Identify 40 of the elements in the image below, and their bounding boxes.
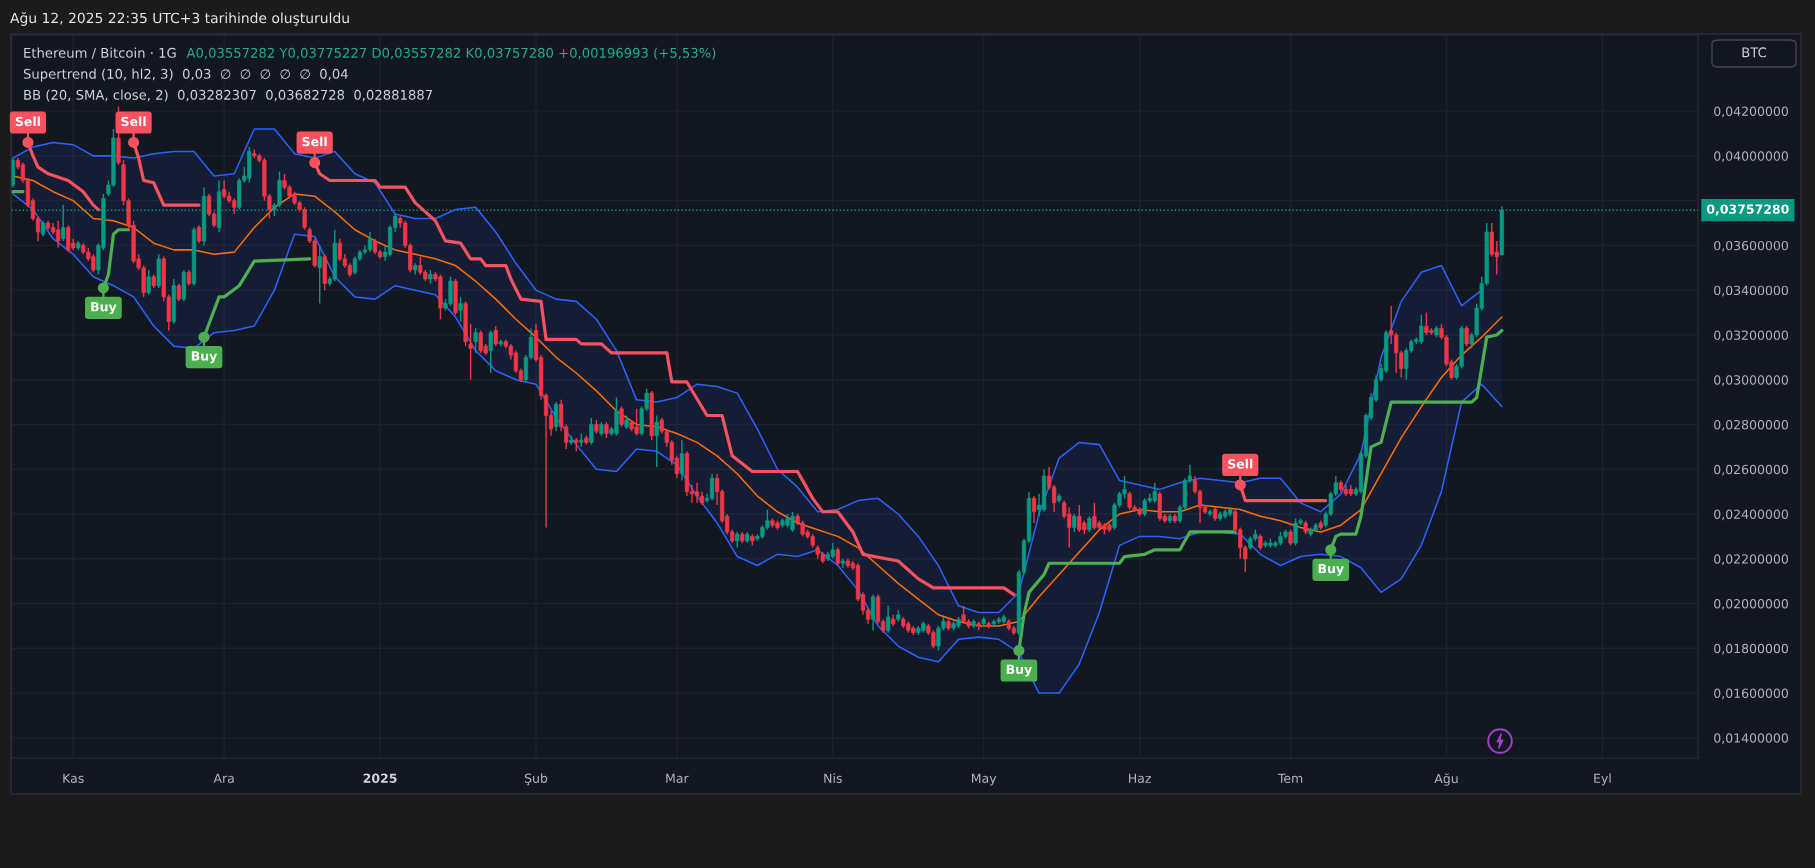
x-tick-label: Tem <box>1277 773 1303 783</box>
x-tick-label: Eyl <box>1594 773 1611 786</box>
y-tick-label: 0,02000000 <box>1714 599 1788 610</box>
y-tick-label: 0,03600000 <box>1714 240 1788 252</box>
y-axis-title: BTC <box>1742 47 1767 58</box>
y-tick-label: 0,02800000 <box>1714 419 1788 431</box>
x-tick-label: May <box>972 773 997 786</box>
x-tick-label: Mar <box>666 773 689 783</box>
annotation: BB (20, SMA, close, 2) 0,03282307 0,03682728 0,02881887 <box>24 89 432 102</box>
y-tick-label: 0,03000000 <box>1714 375 1788 386</box>
annotation: Sell <box>1228 458 1253 469</box>
annotation: Buy <box>91 302 117 314</box>
y-tick-label: 0,03400000 <box>1714 285 1788 297</box>
annotation: Sell <box>302 136 327 147</box>
y-tick-label: 0,01600000 <box>1714 688 1788 700</box>
x-tick-label: Haz <box>1129 773 1151 783</box>
ref-line-label: 0,03757280 <box>1706 204 1789 216</box>
y-tick-label: 0,02200000 <box>1714 554 1788 565</box>
x-tick-label: Şub <box>524 773 548 786</box>
y-tick-label: 0,03200000 <box>1714 330 1788 342</box>
x-tick-label: 2025 <box>363 773 397 783</box>
y-tick-label: 0,01800000 <box>1714 643 1788 655</box>
y-tick-label: 0,04000000 <box>1714 151 1788 163</box>
y-tick-label: 0,01400000 <box>1714 733 1788 745</box>
x-tick-label: Ara <box>213 773 234 783</box>
annotation: Buy <box>1006 664 1032 677</box>
annotation: Buy <box>191 351 218 364</box>
text: Ağu 12, 2025 22:35 UTC+3 tarihinde oluşturuldu <box>10 12 349 26</box>
annotation: Sell <box>15 116 40 127</box>
text: Ethereum / Bitcoin · 1G <box>24 47 176 59</box>
x-tick-label: Ağu <box>1434 773 1458 786</box>
x-tick-label: Nis <box>824 773 842 783</box>
y-tick-label: 0,02400000 <box>1714 509 1788 521</box>
y-tick-label: 0,02600000 <box>1714 464 1788 476</box>
annotation: Buy <box>1318 564 1344 576</box>
annotation: Supertrend (10, hl2, 3) 0,03 ∅ ∅ ∅ ∅ ∅ 0,04 <box>23 68 348 82</box>
y-tick-label: 0,04200000 <box>1714 106 1788 118</box>
text: A0,03557282 Y0,03775227 D0,03557282 K0,03757280 +0,00196993 (+5,53%) <box>186 47 716 60</box>
annotation: Sell <box>121 116 146 127</box>
x-tick-label: Kas <box>63 773 84 783</box>
